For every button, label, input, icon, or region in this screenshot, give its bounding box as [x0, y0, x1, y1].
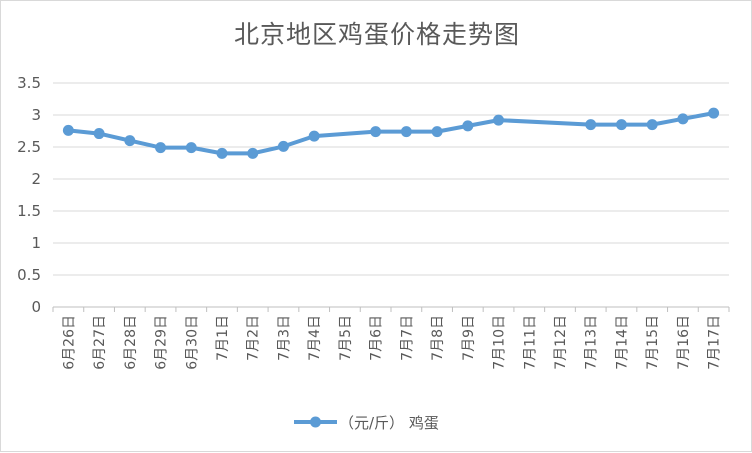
data-point-10 [370, 126, 382, 138]
y-tick-label-1: 0.5 [17, 266, 41, 284]
y-tick-label-6: 3 [31, 106, 41, 124]
data-point-4 [185, 142, 197, 154]
x-tick-label-0: 6月26日 [61, 315, 77, 370]
data-point-14 [493, 114, 505, 126]
chart-title: 北京地区鸡蛋价格走势图 [233, 20, 520, 49]
x-tick-label-2: 6月28日 [123, 315, 139, 370]
x-tick-label-3: 6月29日 [154, 315, 170, 370]
x-tick-label-21: 7月17日 [707, 315, 723, 370]
data-point-12 [431, 126, 443, 138]
x-tick-label-1: 6月27日 [92, 315, 108, 370]
data-point-8 [308, 130, 320, 142]
x-tick-label-7: 7月3日 [276, 315, 292, 361]
data-point-2 [124, 135, 136, 147]
x-tick-label-16: 7月12日 [553, 315, 569, 370]
x-tick-label-17: 7月13日 [584, 315, 600, 370]
x-tick-label-11: 7月7日 [399, 315, 415, 361]
x-tick-label-14: 7月10日 [492, 315, 508, 370]
data-point-18 [615, 119, 627, 131]
x-tick-label-20: 7月16日 [676, 315, 692, 370]
y-tick-label-3: 1.5 [17, 202, 41, 220]
data-point-5 [216, 147, 228, 159]
x-tick-label-9: 7月5日 [338, 315, 354, 361]
data-point-13 [462, 120, 474, 132]
legend-marker [310, 416, 321, 428]
y-tick-label-2: 1 [31, 234, 41, 252]
y-tick-label-7: 3.5 [17, 74, 41, 92]
legend-label: （元/斤） 鸡蛋 [339, 414, 439, 432]
x-tick-label-12: 7月8日 [430, 315, 446, 361]
x-tick-label-15: 7月11日 [522, 315, 538, 370]
data-point-11 [400, 126, 412, 138]
data-point-19 [646, 119, 658, 131]
data-point-20 [677, 113, 689, 125]
x-tick-label-18: 7月14日 [614, 315, 630, 370]
x-tick-label-5: 7月1日 [215, 315, 231, 361]
y-tick-label-0: 0 [31, 298, 41, 316]
x-tick-label-4: 6月30日 [184, 315, 200, 370]
data-point-7 [277, 140, 289, 152]
data-point-3 [155, 142, 167, 154]
data-point-21 [708, 107, 720, 119]
x-tick-label-8: 7月4日 [307, 315, 323, 361]
data-point-17 [585, 119, 597, 131]
x-tick-label-6: 7月2日 [246, 315, 262, 361]
data-point-1 [93, 128, 105, 140]
data-point-0 [62, 124, 74, 136]
x-tick-label-13: 7月9日 [461, 315, 477, 361]
data-point-6 [247, 147, 259, 159]
x-tick-label-10: 7月6日 [369, 315, 385, 361]
y-tick-label-5: 2.5 [17, 138, 41, 156]
y-tick-label-4: 2 [31, 170, 41, 188]
x-tick-label-19: 7月15日 [645, 315, 661, 370]
